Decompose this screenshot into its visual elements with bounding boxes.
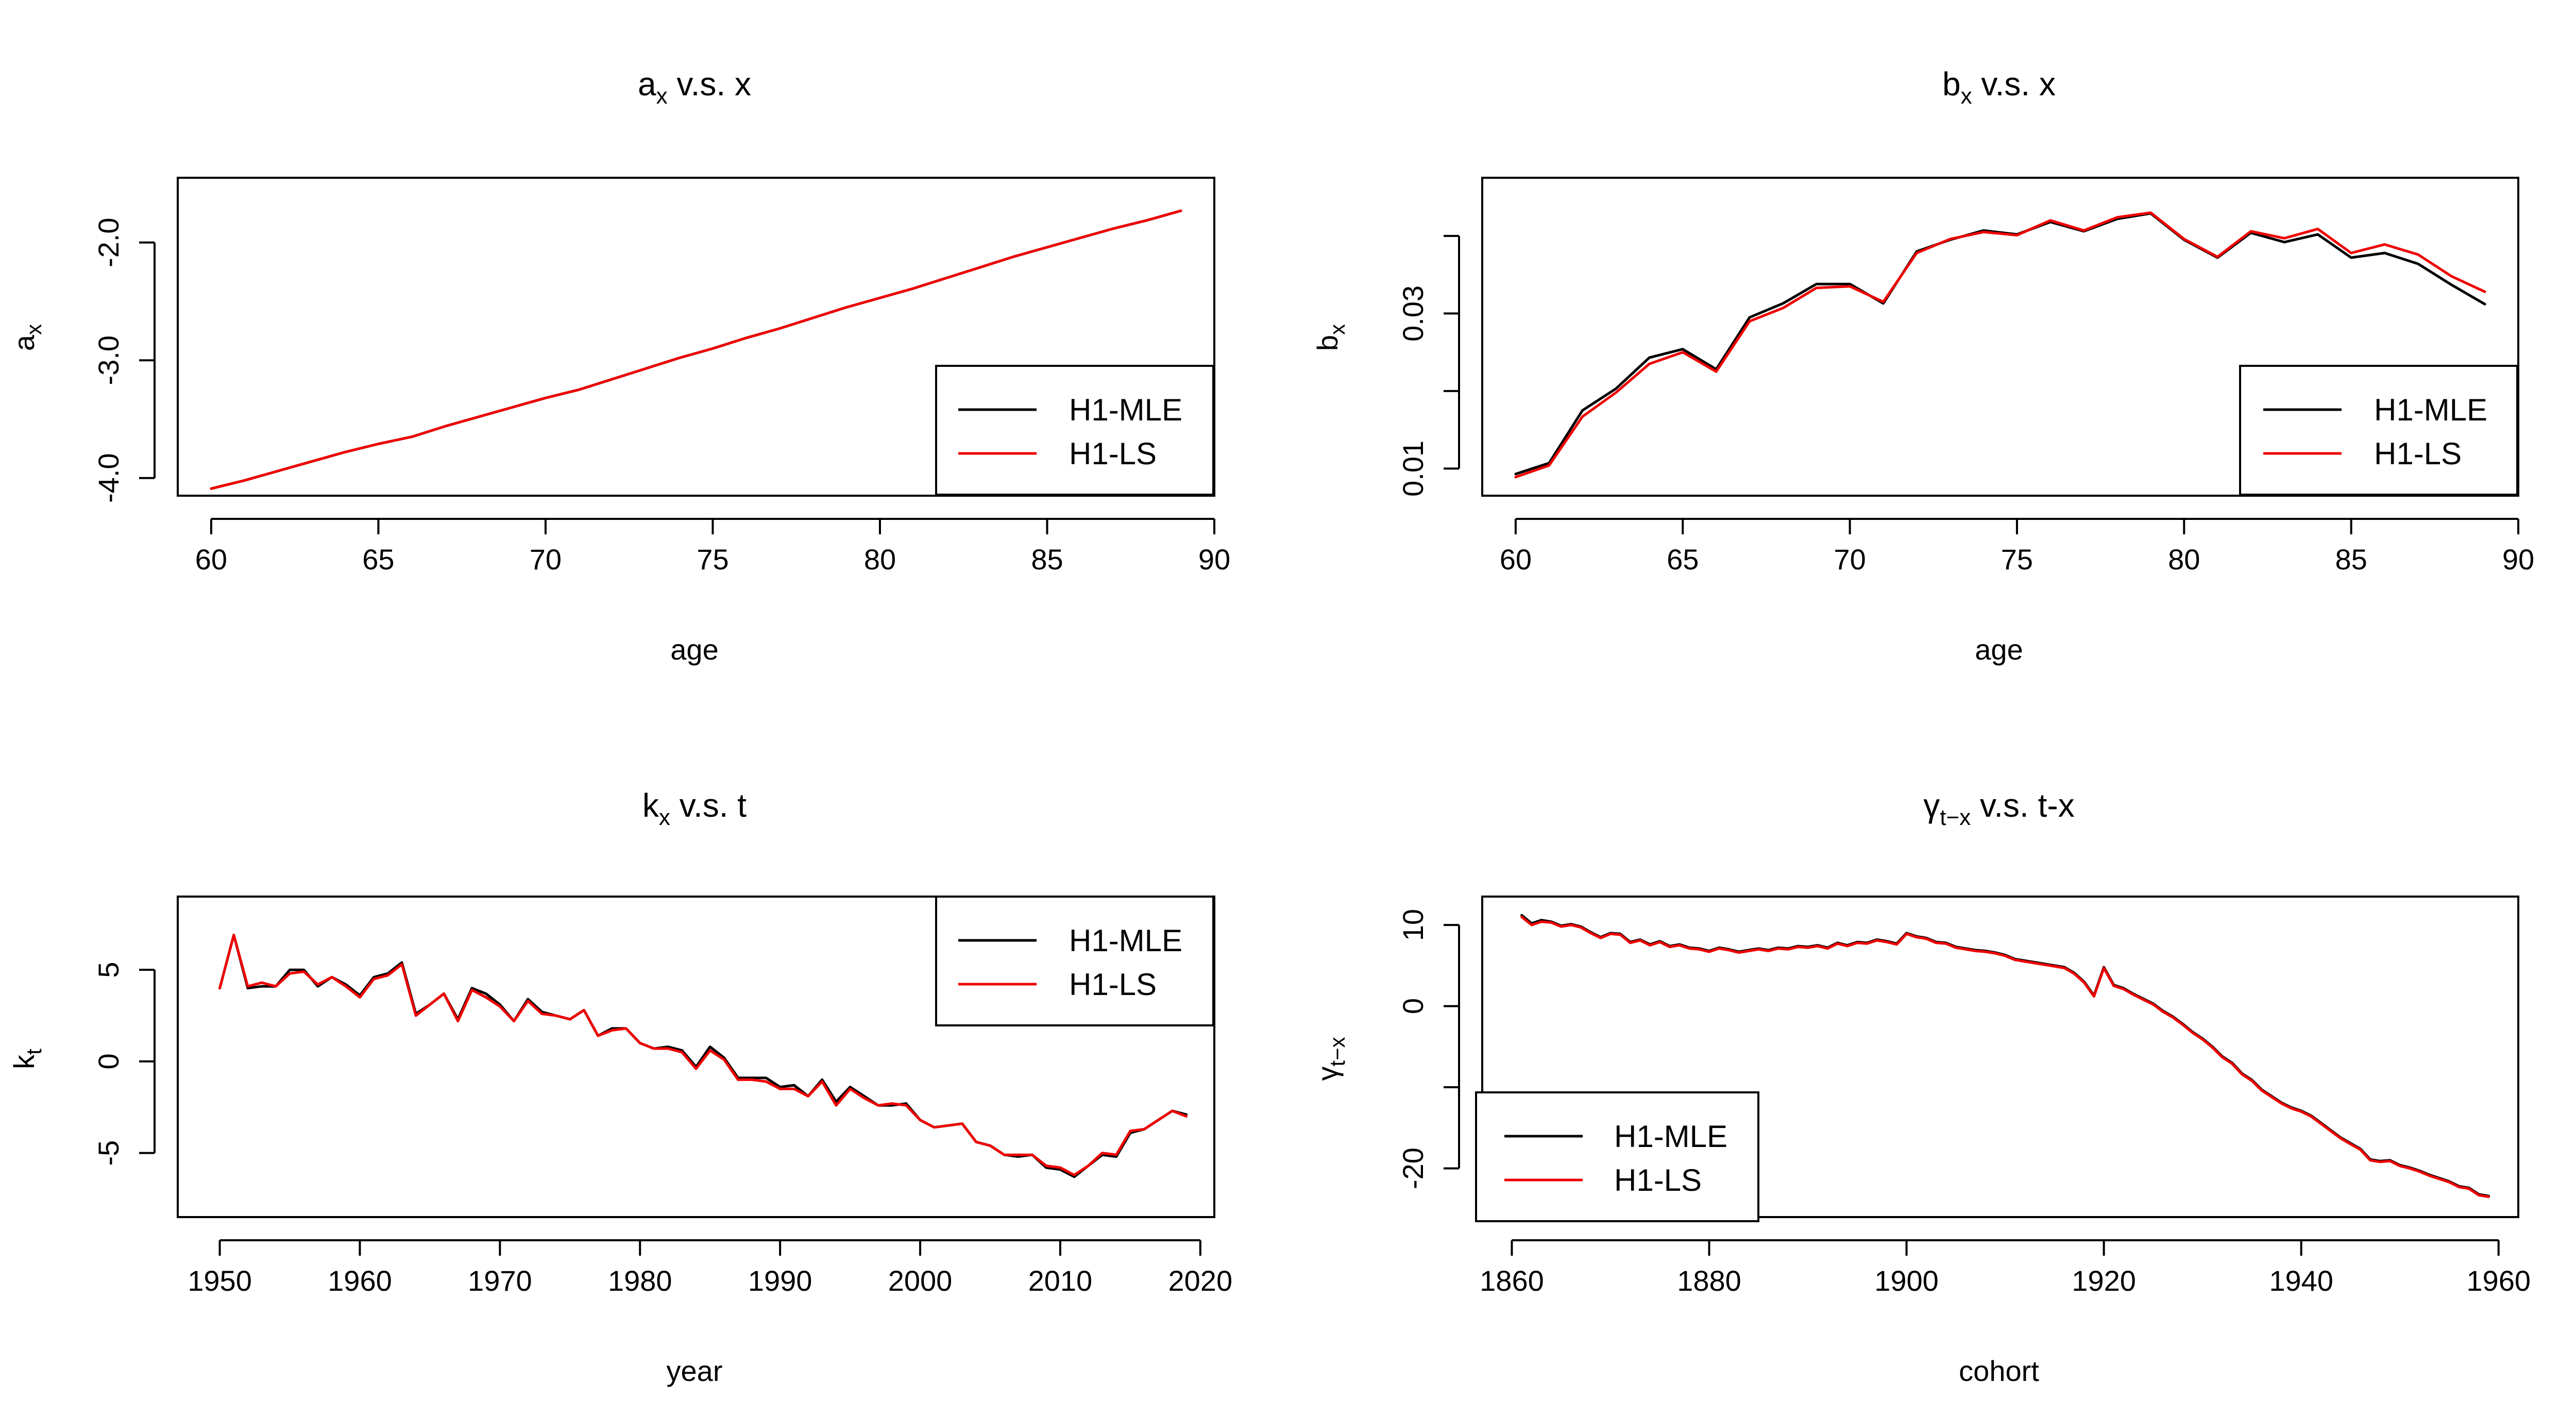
legend: H1-MLE H1-LS [1475,1091,1759,1222]
axes-layer: 1950 1960 1970 1980 1990 2000 2010 2020 -5 0 5 [92,896,1233,1297]
y-tick-label: -20 [1397,1148,1429,1189]
plot-frame [1481,177,2519,497]
x-tick-label: 2020 [1168,1264,1233,1297]
x-tick-label: 60 [1500,543,1532,576]
series-layer [210,209,1182,490]
x-tick-label: 90 [2502,543,2534,576]
x-tick-label: 90 [1198,543,1230,576]
panel-title: γt−x v.s. t-x [1923,787,2074,830]
x-tick-label: 85 [1031,543,1063,576]
legend-box [935,365,1214,496]
x-tick-label: 70 [530,543,562,576]
y-axis-label: kt [8,1049,46,1069]
x-tick-label: 60 [195,543,227,576]
y-axis-label: γt−x [1311,1037,1349,1081]
x-tick-label: 65 [362,543,394,576]
y-axis-label: bx [1311,324,1349,351]
legend-label-ls: H1-LS [2374,436,2462,471]
legend-box [2239,365,2518,496]
legend-box [935,896,1214,1026]
x-axis-label: age [670,633,718,666]
y-axis-label: ax [8,324,46,351]
legend-label-ls: H1-LS [1614,1163,1702,1197]
y-tick-label: 5 [92,962,125,978]
panel-kt-vs-year: kx v.s. t year kt 1950 1960 1970 1980 1990 20… [8,787,1232,1387]
x-tick-label: 1880 [1677,1264,1741,1297]
y-tick-label: -4.0 [92,453,125,503]
legend: H1-MLE H1-LS [2239,365,2518,496]
plot-frame [177,177,1215,497]
x-tick-label: 70 [1834,543,1866,576]
x-tick-label: 1950 [188,1264,252,1297]
x-tick-label: 75 [2001,543,2033,576]
y-tick-label: 0 [92,1053,125,1069]
x-tick-label: 1990 [748,1264,812,1297]
x-axis-label: cohort [1959,1355,2039,1387]
series-layer [218,934,1188,1178]
legend-label-mle: H1-MLE [1069,393,1182,427]
legend: H1-MLE H1-LS [935,896,1214,1026]
legend-label-mle: H1-MLE [2374,393,2487,427]
legend-label-ls: H1-LS [1069,436,1157,471]
x-tick-label: 1960 [328,1264,392,1297]
x-tick-label: 1960 [2466,1264,2531,1297]
x-tick-label: 85 [2335,543,2367,576]
plot-frame [177,896,1215,1218]
x-axis-label: age [1975,633,2023,666]
x-tick-label: 80 [864,543,896,576]
plot-frame [1481,896,2519,1218]
y-tick-label: 0.03 [1397,285,1429,342]
x-tick-label: 75 [697,543,728,576]
panel-bx-vs-age: bx v.s. x age bx 60 65 70 75 80 85 900.010.03 … [1311,65,2534,666]
axes-layer: 1860 1880 1900 1920 1940 1960 -20 0 10 [1397,896,2531,1297]
panel-ax-vs-age: ax v.s. x age ax 60 65 70 75 80 85 90 -4.0 -3.0 -… [8,65,1230,666]
series-line-h1-ls [1520,915,2490,1199]
y-tick-label: 0 [1397,998,1429,1014]
axes-layer: 60 65 70 75 80 85 90 0.01 0.03 [1397,177,2534,576]
x-tick-label: 1860 [1480,1264,1544,1297]
x-tick-label: 1900 [1874,1264,1939,1297]
y-tick-label: 0.01 [1397,441,1429,497]
y-tick-label: 10 [1397,909,1429,941]
x-tick-label: 1920 [2072,1264,2136,1297]
x-tick-label: 2010 [1028,1264,1093,1297]
legend: H1-MLE H1-LS [935,365,1214,496]
y-tick-label: -5 [92,1140,125,1166]
series-line-h1-ls [218,934,1188,1176]
legend-box [1475,1091,1759,1222]
series-layer [1520,914,2490,1199]
x-tick-label: 80 [2168,543,2200,576]
panel-title: kx v.s. t [642,787,747,830]
legend-label-mle: H1-MLE [1069,923,1182,958]
legend-label-ls: H1-LS [1069,967,1157,1002]
series-layer [1514,211,2486,479]
series-line-h1-ls [210,209,1182,490]
x-tick-label: 1970 [468,1264,532,1297]
panel-title: bx v.s. x [1942,65,2056,109]
y-tick-label: -3.0 [92,335,125,385]
x-tick-label: 2000 [888,1264,953,1297]
panel-title: ax v.s. x [638,65,751,109]
axes-layer: 60 65 70 75 80 85 90 -4.0 -3.0 -2.0 [92,177,1230,576]
y-tick-label: -2.0 [92,217,125,267]
panel-gamma-vs-cohort: γt−x v.s. t-x cohort γt−x 1860 1880 1900 19… [1311,787,2531,1387]
x-axis-label: year [667,1355,723,1387]
x-tick-label: 1940 [2269,1264,2333,1297]
x-tick-label: 1980 [608,1264,672,1297]
legend-label-mle: H1-MLE [1614,1119,1727,1154]
series-line-h1-ls [1514,211,2486,479]
x-tick-label: 65 [1667,543,1699,576]
